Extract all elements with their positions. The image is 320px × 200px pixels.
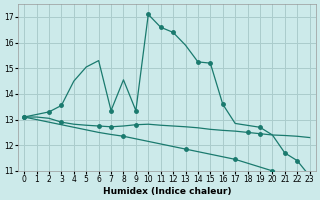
X-axis label: Humidex (Indice chaleur): Humidex (Indice chaleur) bbox=[103, 187, 231, 196]
